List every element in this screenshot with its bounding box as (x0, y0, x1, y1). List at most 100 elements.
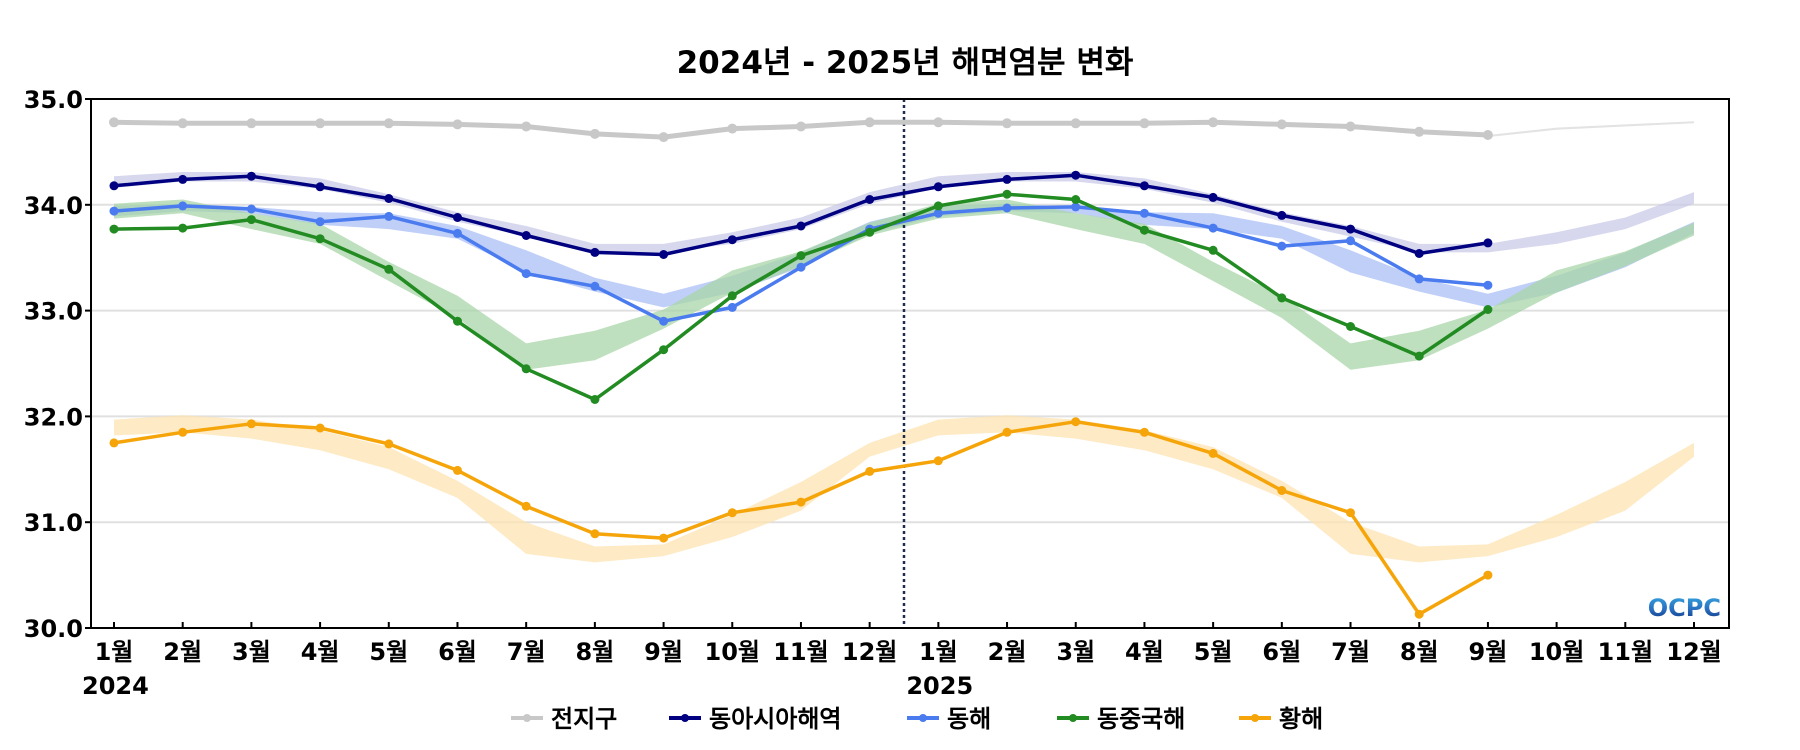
legend-label: 전지구 (551, 705, 617, 733)
data-point (1208, 192, 1218, 202)
data-point (246, 215, 256, 225)
data-point (658, 132, 669, 143)
y-tick-label: 34.0 (24, 192, 83, 220)
x-tick-label: 5월 (369, 638, 408, 666)
data-point (1414, 249, 1424, 258)
x-tick-label: 12월 (842, 638, 897, 666)
data-point (659, 250, 669, 259)
data-point (1139, 181, 1149, 191)
data-point (1002, 174, 1012, 184)
data-point (452, 119, 463, 130)
x-tick-label: 6월 (1262, 638, 1301, 666)
data-point (796, 262, 806, 272)
data-point (521, 121, 532, 132)
chart-title: 2024년 - 2025년 해면염분 변화 (677, 45, 1134, 81)
data-point (1139, 118, 1150, 129)
data-point (1483, 305, 1493, 314)
x-tick-label: 10월 (705, 638, 760, 666)
y-tick-label: 31.0 (24, 509, 83, 537)
legend-item[interactable]: 전지구 (511, 705, 617, 733)
band-3 (114, 199, 1694, 370)
x-tick-label: 12월 (1666, 638, 1721, 666)
data-point (865, 195, 875, 204)
x-tick-label: 2월 (163, 638, 202, 666)
data-point (1002, 189, 1012, 199)
legend-item[interactable]: 황해 (1239, 705, 1323, 733)
legend-item[interactable]: 동해 (907, 705, 991, 733)
data-point (109, 206, 119, 216)
data-point (178, 174, 188, 184)
data-point (1346, 224, 1355, 234)
legend-label: 동아시아해역 (709, 705, 841, 733)
data-point (796, 121, 806, 132)
x-tick-label: 5월 (1194, 638, 1233, 666)
data-point (659, 345, 669, 355)
plot-frame (90, 98, 1730, 629)
data-point (1208, 223, 1218, 233)
data-point (864, 117, 875, 128)
data-point (1071, 195, 1081, 204)
x-tick-label: 10월 (1529, 638, 1584, 666)
legend-label: 동중국해 (1097, 705, 1185, 733)
data-point (178, 223, 188, 233)
data-point (796, 221, 806, 231)
data-point (1346, 322, 1355, 331)
data-point (933, 182, 943, 192)
data-point (590, 395, 600, 404)
x-tick-label: 9월 (1469, 638, 1508, 666)
legend-swatch-marker (1251, 714, 1259, 722)
data-point (865, 227, 875, 237)
x-tick-label: 4월 (1125, 638, 1164, 666)
series-lines (109, 117, 1493, 619)
data-point (1277, 293, 1287, 303)
x-tick-label: 8월 (1400, 638, 1439, 666)
data-point (1071, 202, 1081, 212)
legend-swatch-marker (919, 714, 927, 722)
data-point (246, 204, 256, 214)
data-point (383, 118, 394, 129)
x-tick-label: 6월 (438, 638, 477, 666)
data-point (1483, 570, 1493, 580)
data-point (384, 194, 394, 203)
data-point (178, 201, 188, 211)
ocpc-logo-text: OCPC (1648, 594, 1721, 622)
data-point (453, 316, 462, 326)
data-point (796, 251, 806, 261)
data-point (933, 117, 944, 128)
series-line-4 (113, 419, 1489, 616)
data-point (1208, 117, 1219, 128)
x-tick-label: 11월 (773, 638, 828, 666)
x-tick-label: 4월 (301, 638, 340, 666)
y-tick-label: 35.0 (24, 86, 83, 114)
data-point (727, 123, 738, 134)
data-point (246, 118, 257, 129)
data-point (1483, 280, 1493, 290)
data-point (1208, 448, 1218, 458)
legend-item[interactable]: 동아시아해역 (669, 705, 841, 733)
axes: 30.0 31.0 32.0 33.0 34.0 35.0 1월 2월 3월 4월 5월 6월 7월 8월… (24, 86, 1722, 700)
data-point (1002, 427, 1012, 437)
legend-swatch-marker (1069, 714, 1077, 722)
data-point (384, 211, 394, 221)
data-point (1208, 245, 1218, 255)
data-point (1277, 210, 1287, 220)
data-point (1345, 121, 1356, 132)
x-tick-label: 9월 (644, 638, 683, 666)
data-point (1346, 508, 1355, 518)
x-tick-label: 7월 (507, 638, 546, 666)
x-tick-label: 11월 (1598, 638, 1653, 666)
x-tick-label: 3월 (1056, 638, 1095, 666)
x-tick-label: 1월 (919, 638, 958, 666)
year-label: 2024 (82, 672, 149, 700)
data-point (1070, 118, 1081, 129)
band-4 (114, 415, 1694, 563)
year-label: 2025 (906, 672, 973, 700)
data-point (453, 465, 462, 475)
data-point (590, 281, 600, 291)
data-point (1414, 609, 1424, 619)
legend-item[interactable]: 동중국해 (1057, 705, 1185, 733)
data-point (796, 497, 806, 507)
data-point (1071, 170, 1081, 180)
data-point (1483, 238, 1493, 248)
data-point (1002, 203, 1012, 213)
